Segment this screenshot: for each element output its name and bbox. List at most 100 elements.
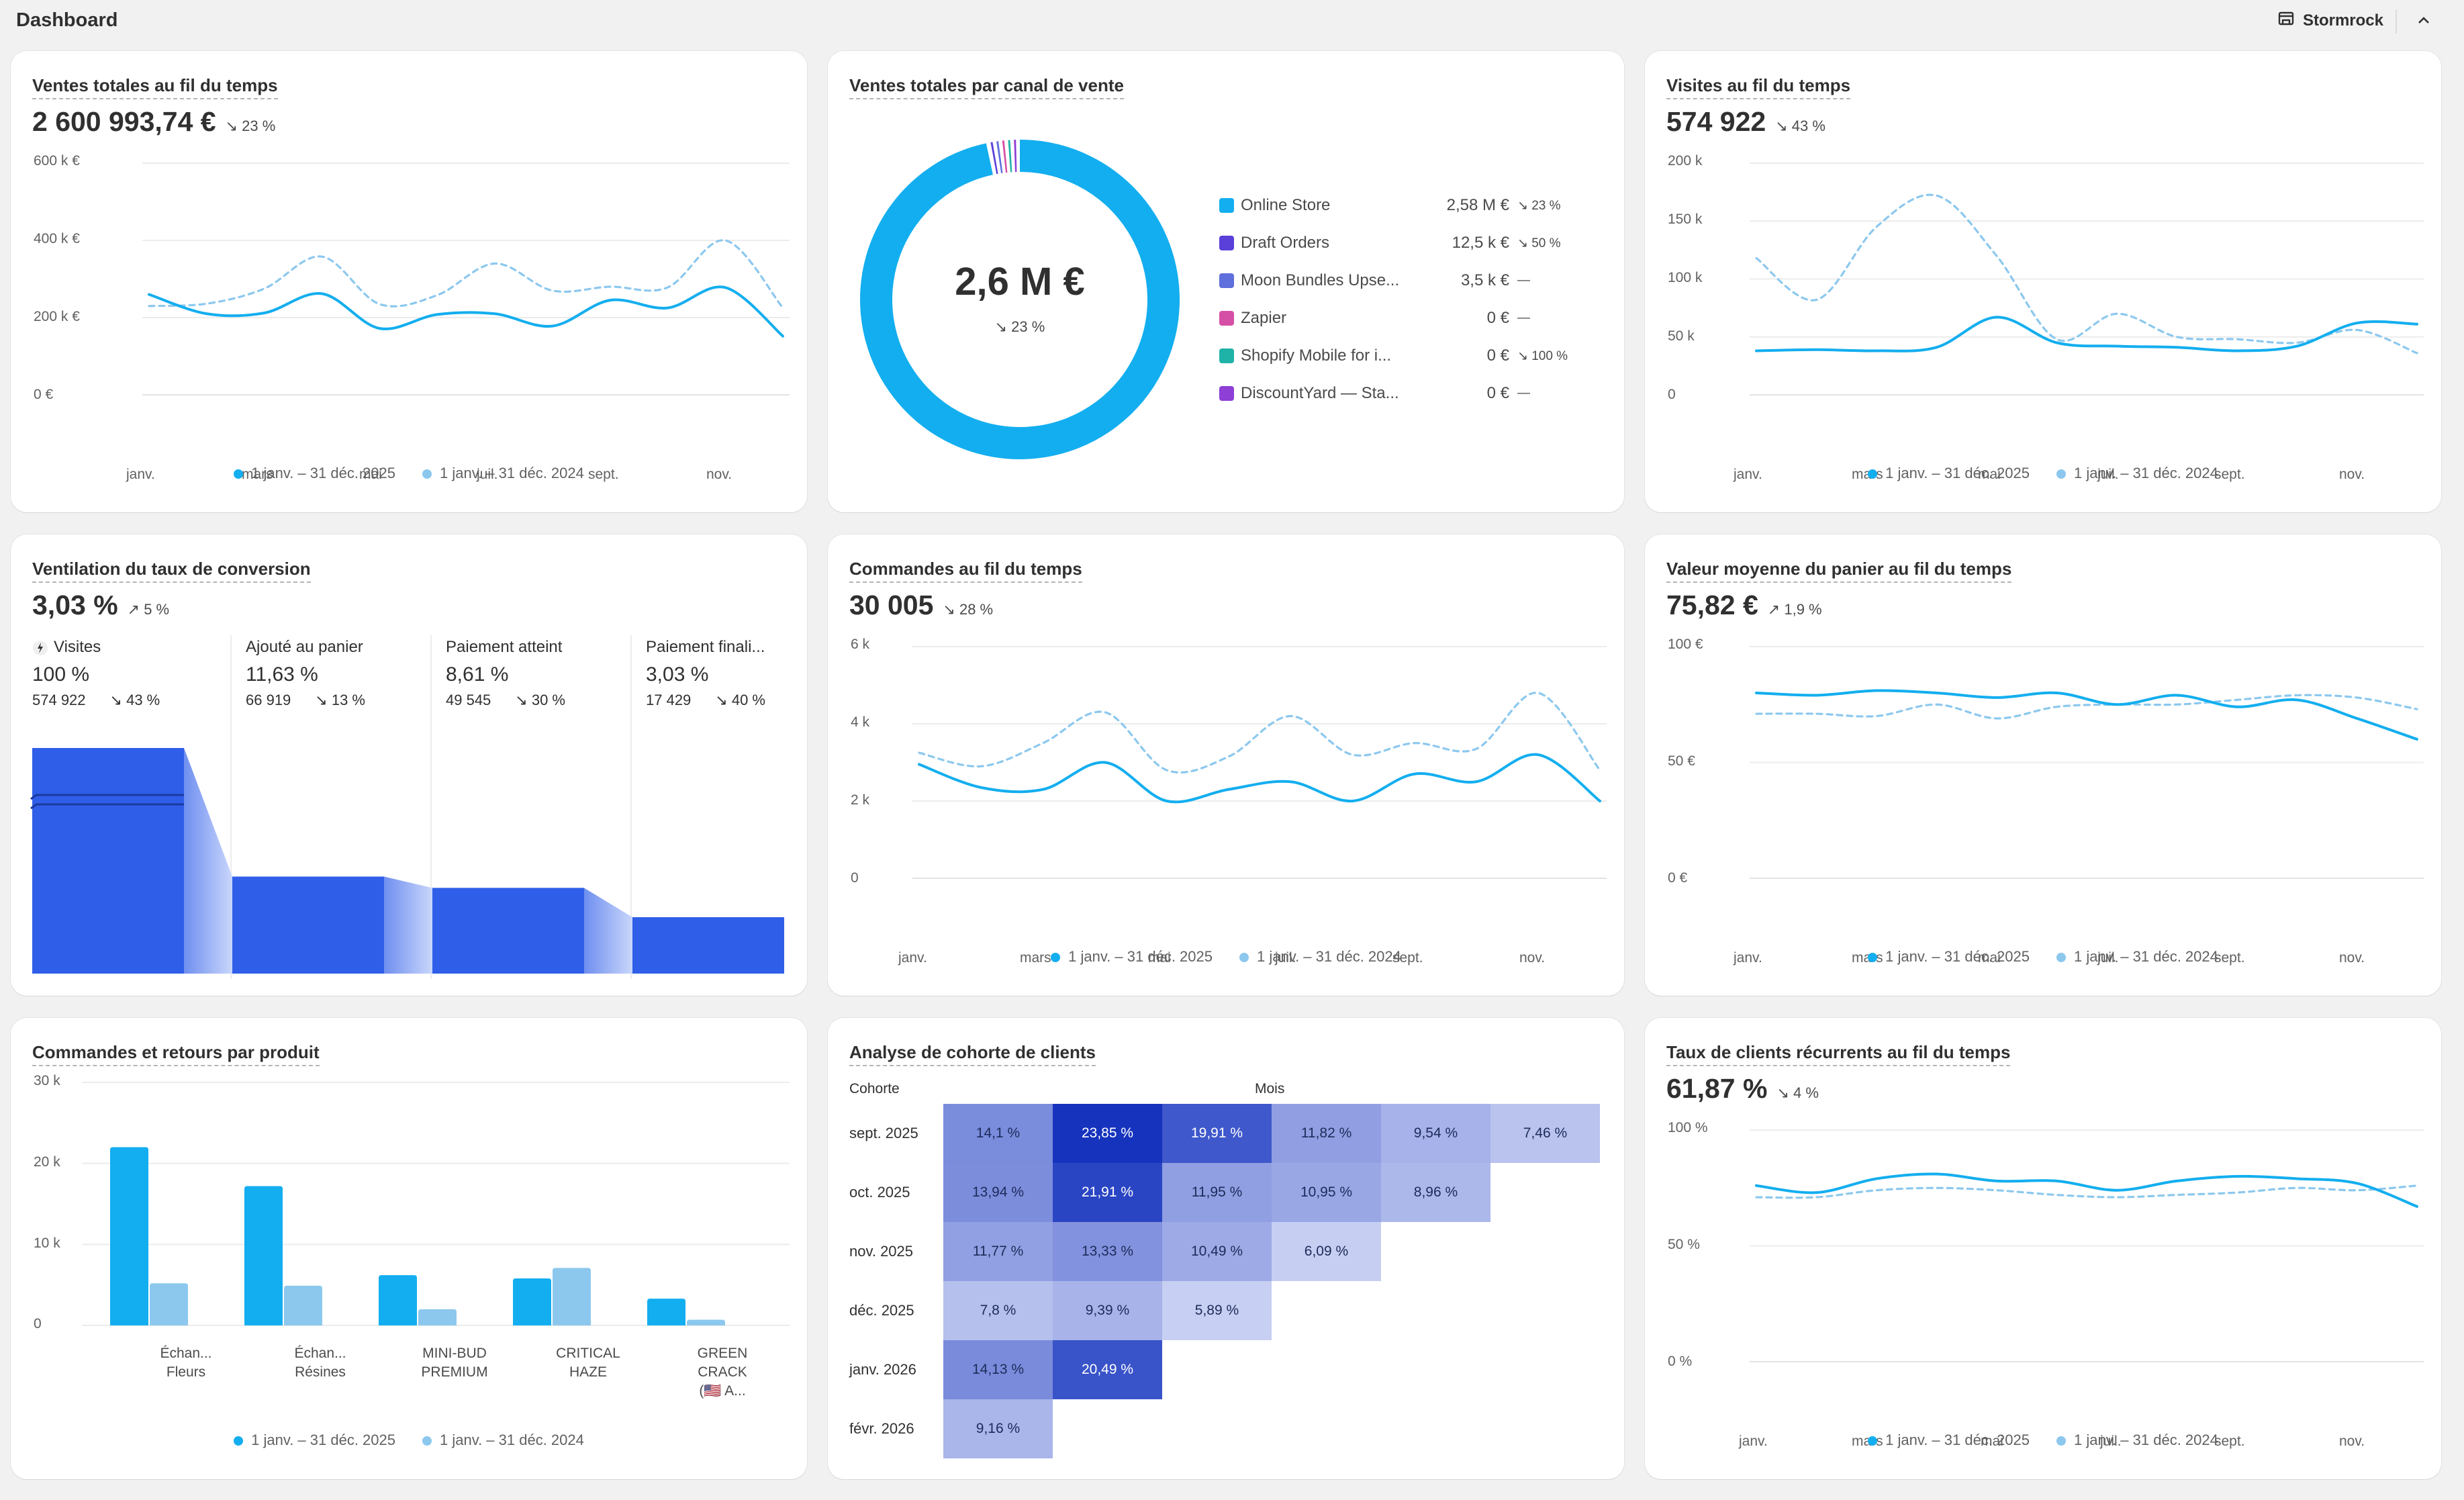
legend-item-current[interactable]: 1 janv. – 31 déc. 2025 [1868, 465, 2030, 482]
channel-name: Draft Orders [1241, 234, 1330, 252]
visits-icon [32, 640, 48, 656]
y-tick: 20 k [34, 1154, 60, 1170]
legend-item-previous[interactable]: 1 janv. – 31 déc. 2024 [2056, 1432, 2218, 1449]
legend-label: 1 janv. – 31 déc. 2025 [1068, 948, 1213, 965]
aov-over-time-card[interactable]: Valeur moyenne du panier au fil du temps… [1645, 534, 2441, 996]
returning-rate-line-chart[interactable] [1750, 1129, 2424, 1362]
orders-by-product-card[interactable]: Commandes et retours par produit 30 k 20… [11, 1018, 807, 1479]
card-title[interactable]: Commandes et retours par produit [32, 1042, 320, 1066]
cohort-cell[interactable]: 11,82 % [1272, 1104, 1381, 1163]
card-title[interactable]: Valeur moyenne du panier au fil du temps [1666, 559, 2012, 583]
conversion-funnel-chart[interactable] [30, 748, 786, 974]
funnel-step[interactable]: Visites 100 % 574 922 ↘ 43 % [32, 638, 220, 709]
funnel-step[interactable]: Paiement atteint 8,61 % 49 545 ↘ 30 % [446, 638, 634, 709]
legend-item-current[interactable]: 1 janv. – 31 déc. 2025 [234, 1432, 395, 1449]
cohort-analysis-card[interactable]: Analyse de cohorte de clients Cohorte Mo… [828, 1018, 1624, 1479]
bar-previous [150, 1283, 188, 1325]
x-label-line: Résines [295, 1364, 346, 1380]
cohort-cell[interactable]: 19,91 % [1162, 1104, 1272, 1163]
channel-row[interactable]: Draft Orders 12,5 k € ↘ 50 % [1219, 224, 1582, 262]
bar-current [379, 1275, 417, 1325]
channel-row[interactable]: Online Store 2,58 M € ↘ 23 % [1219, 187, 1582, 224]
donut-center-change: ↘ 23 % [994, 318, 1045, 335]
cohort-cell[interactable]: 14,1 % [943, 1104, 1053, 1163]
x-category-label: Échan... Fleurs [136, 1344, 236, 1382]
channel-change: ↘ 50 % [1517, 236, 1561, 250]
metric-change: ↘ 43 % [1775, 118, 1826, 134]
legend-dot [234, 469, 244, 479]
cohort-cell[interactable]: 6,09 % [1272, 1222, 1381, 1281]
aov-line-chart[interactable] [1750, 646, 2424, 879]
cohort-cell[interactable]: 11,95 % [1162, 1163, 1272, 1222]
channel-row[interactable]: Shopify Mobile for i... 0 € ↘ 100 % [1219, 337, 1582, 375]
cohort-cell[interactable]: 23,85 % [1053, 1104, 1162, 1163]
x-tick: nov. [706, 467, 732, 482]
bar-current [513, 1278, 551, 1325]
legend-item-current[interactable]: 1 janv. – 31 déc. 2025 [1051, 948, 1213, 966]
legend-item-previous[interactable]: 1 janv. – 31 déc. 2024 [2056, 948, 2218, 966]
legend-item-current[interactable]: 1 janv. – 31 déc. 2025 [1868, 1432, 2030, 1449]
cohort-cell[interactable]: 10,49 % [1162, 1222, 1272, 1281]
y-tick: 100 % [1668, 1120, 1708, 1135]
card-title[interactable]: Ventes totales au fil du temps [32, 75, 278, 99]
cohort-cell[interactable]: 9,39 % [1053, 1281, 1162, 1340]
visits-line-chart[interactable] [1750, 162, 2424, 395]
metric-value: 61,87 % [1666, 1073, 1768, 1104]
cohort-cell[interactable]: 14,13 % [943, 1340, 1053, 1399]
card-title[interactable]: Commandes au fil du temps [849, 559, 1082, 583]
legend-item-previous[interactable]: 1 janv. – 31 déc. 2024 [422, 1432, 584, 1449]
funnel-step-header: Visites [32, 638, 220, 657]
cohort-cell[interactable]: 9,16 % [943, 1399, 1053, 1458]
channel-row[interactable]: Zapier 0 € — [1219, 299, 1582, 337]
legend-item-current[interactable]: 1 janv. – 31 déc. 2025 [1868, 948, 2030, 966]
card-title[interactable]: Visites au fil du temps [1666, 75, 1851, 99]
cohort-cell[interactable]: 7,8 % [943, 1281, 1053, 1340]
cohort-cell[interactable]: 20,49 % [1053, 1340, 1162, 1399]
cohort-cell[interactable]: 7,46 % [1490, 1104, 1600, 1163]
channel-row[interactable]: DiscountYard — Sta... 0 € — [1219, 375, 1582, 412]
legend-item-previous[interactable]: 1 janv. – 31 déc. 2024 [2056, 465, 2218, 482]
legend-item-previous[interactable]: 1 janv. – 31 déc. 2024 [1239, 948, 1401, 966]
legend-label: 1 janv. – 31 déc. 2025 [1885, 948, 2030, 965]
legend-item-current[interactable]: 1 janv. – 31 déc. 2025 [234, 465, 395, 482]
channel-donut-chart[interactable] [859, 138, 1181, 461]
sales-by-channel-card[interactable]: Ventes totales par canal de vente 2,6 M … [828, 51, 1624, 512]
store-selector-button[interactable]: Stormrock [2277, 9, 2383, 32]
cohort-cell[interactable]: 10,95 % [1272, 1163, 1381, 1222]
legend: 1 janv. – 31 déc. 2025 1 janv. – 31 déc.… [1645, 1432, 2441, 1449]
x-tick: mars [1020, 950, 1051, 966]
legend-dot [1051, 953, 1061, 963]
cohort-cell[interactable]: 11,77 % [943, 1222, 1053, 1281]
orders-over-time-card[interactable]: Commandes au fil du temps 30 005 ↘ 28 % … [828, 534, 1624, 996]
sales-line-chart[interactable] [142, 162, 790, 395]
channel-swatch [1219, 386, 1234, 401]
channel-change: ↘ 100 % [1517, 348, 1568, 363]
cohort-cell[interactable]: 13,33 % [1053, 1222, 1162, 1281]
card-title[interactable]: Analyse de cohorte de clients [849, 1042, 1096, 1066]
legend-item-previous[interactable]: 1 janv. – 31 déc. 2024 [422, 465, 584, 482]
channel-change: — [1517, 273, 1530, 287]
series-line-previous [1755, 694, 2418, 720]
legend: 1 janv. – 31 déc. 2025 1 janv. – 31 déc.… [11, 465, 807, 482]
cohort-cell[interactable]: 13,94 % [943, 1163, 1053, 1222]
returning-customers-card[interactable]: Taux de clients récurrents au fil du tem… [1645, 1018, 2441, 1479]
card-title[interactable]: Taux de clients récurrents au fil du tem… [1666, 1042, 2011, 1066]
cohort-row-label: janv. 2026 [849, 1361, 916, 1378]
orders-line-chart[interactable] [912, 646, 1607, 879]
funnel-step[interactable]: Paiement finali... 3,03 % 17 429 ↘ 40 % [646, 638, 834, 709]
visits-over-time-card[interactable]: Visites au fil du temps 574 922 ↘ 43 % 2… [1645, 51, 2441, 512]
conversion-funnel-card[interactable]: Ventilation du taux de conversion 3,03 %… [11, 534, 807, 996]
orders-by-product-bar-chart[interactable] [82, 1082, 790, 1326]
funnel-step-label: Visites [54, 638, 101, 656]
metric: 75,82 € ↗ 1,9 % [1666, 590, 1822, 621]
cohort-cell[interactable]: 21,91 % [1053, 1163, 1162, 1222]
cohort-cell[interactable]: 5,89 % [1162, 1281, 1272, 1340]
funnel-step[interactable]: Ajouté au panier 11,63 % 66 919 ↘ 13 % [246, 638, 434, 709]
cohort-cell[interactable]: 9,54 % [1381, 1104, 1490, 1163]
funnel-step-pct: 3,03 % [646, 663, 709, 686]
sales-over-time-card[interactable]: Ventes totales au fil du temps 2 600 993… [11, 51, 807, 512]
cohort-cell[interactable]: 8,96 % [1381, 1163, 1490, 1222]
channel-row[interactable]: Moon Bundles Upse... 3,5 k € — [1219, 262, 1582, 299]
collapse-button[interactable] [2410, 8, 2437, 35]
card-title[interactable]: Ventilation du taux de conversion [32, 559, 311, 583]
